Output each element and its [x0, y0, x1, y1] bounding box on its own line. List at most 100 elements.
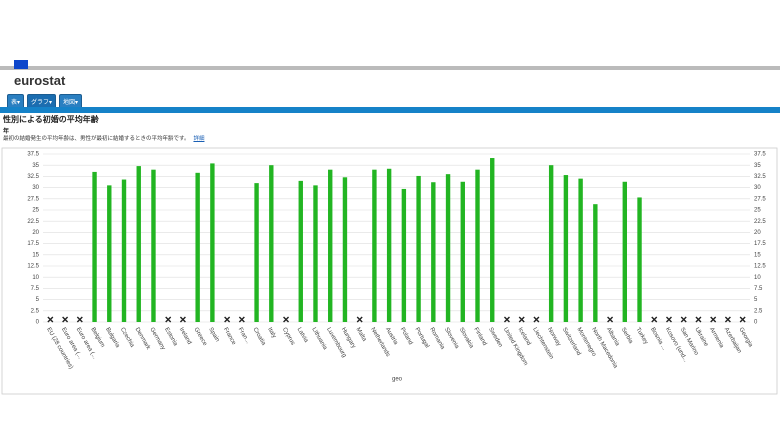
y-tick-label: 32.5: [27, 174, 39, 180]
y2-tick-label: 17.5: [754, 241, 766, 247]
x-tick-label: Georgia: [738, 327, 754, 349]
y-tick-label: 22.5: [27, 219, 39, 225]
x-tick-label: Finland: [472, 327, 487, 347]
y2-tick-label: 20: [754, 230, 761, 236]
x-tick-label: Ukraine: [693, 327, 709, 348]
bar: [416, 175, 421, 322]
y-tick-label: 10: [32, 275, 39, 281]
missing-marker: [165, 316, 172, 323]
bar: [578, 178, 583, 322]
y-tick-label: 35: [32, 163, 39, 169]
x-tick-label: Fran...: [237, 327, 251, 345]
x-tick-label: Serbia: [620, 327, 634, 346]
y2-tick-label: 2.5: [754, 308, 763, 314]
x-tick-label: Estonia: [163, 327, 179, 348]
x-tick-label: France: [222, 327, 237, 347]
missing-marker: [238, 316, 245, 323]
y2-tick-label: 12.5: [754, 264, 766, 270]
missing-marker: [62, 316, 69, 323]
y2-tick-label: 5: [754, 297, 758, 303]
y-tick-label: 5: [36, 297, 40, 303]
y-tick-label: 0: [36, 320, 40, 326]
dataset-title: 性別による初婚の平均年齢: [3, 115, 99, 124]
missing-marker: [665, 316, 672, 323]
chart: geo 0 0 2.5 2.5 5 5 7.5 7.5 10 10 12.5 12.5 15 15 17.5…: [1, 147, 778, 395]
y2-tick-label: 35: [754, 163, 761, 169]
x-tick-label: Latvia: [296, 327, 310, 344]
bar: [475, 169, 480, 322]
x-tick-label: Turkey: [634, 327, 648, 346]
x-tick-label: Romania: [428, 327, 446, 351]
bar: [328, 169, 333, 322]
y2-tick-label: 25: [754, 208, 761, 214]
graph-button[interactable]: グラフ▾: [27, 94, 57, 109]
missing-marker: [607, 316, 614, 323]
bar: [372, 169, 377, 322]
x-tick-label: Spain: [207, 327, 220, 343]
y2-tick-label: 7.5: [754, 286, 763, 292]
y2-tick-label: 30: [754, 185, 761, 191]
description-text: 最初の結婚発生の平均年齢は、男性が最初に結婚するときの平均年齢です。: [3, 136, 190, 142]
y2-tick-label: 32.5: [754, 174, 766, 180]
bar: [92, 171, 97, 322]
x-tick-label: Italy: [266, 327, 277, 340]
bar: [269, 165, 274, 322]
x-tick-label: Albania: [605, 327, 621, 348]
y-tick-label: 30: [32, 185, 39, 191]
bar: [151, 169, 156, 322]
chart-frame: [1, 147, 778, 395]
bar: [563, 175, 569, 322]
y2-tick-label: 27.5: [754, 196, 766, 202]
bar: [460, 181, 465, 322]
y2-tick-label: 22.5: [754, 219, 766, 225]
x-tick-label: Portugal: [413, 327, 429, 349]
bar: [386, 168, 392, 322]
missing-marker: [283, 316, 290, 323]
y2-tick-label: 10: [754, 275, 761, 281]
x-tick-label: Austria: [384, 327, 399, 347]
y-tick-label: 25: [32, 208, 39, 214]
toolbar: 表▾ グラフ▾ 地図▾: [7, 94, 83, 109]
missing-marker: [224, 316, 231, 323]
y-tick-label: 20: [32, 230, 39, 236]
y-tick-label: 7.5: [31, 286, 40, 292]
y-tick-label: 27.5: [27, 196, 39, 202]
bar: [254, 183, 259, 322]
bar: [622, 181, 628, 322]
bar: [445, 174, 451, 322]
x-tick-label: Belgium: [89, 327, 105, 349]
bar: [136, 166, 141, 322]
x-tick-label: Czechia: [119, 327, 135, 349]
missing-marker: [724, 316, 731, 323]
missing-marker: [710, 316, 717, 323]
x-tick-label: Iceland: [517, 327, 532, 347]
missing-marker: [356, 316, 363, 323]
bar: [431, 182, 436, 322]
x-tick-label: Bulgaria: [104, 327, 121, 350]
bar: [210, 163, 215, 322]
bar: [490, 158, 495, 322]
y-tick-label: 17.5: [27, 241, 39, 247]
missing-marker: [47, 316, 54, 323]
bar: [298, 180, 303, 322]
top-bar: [0, 66, 780, 70]
x-tick-label: Croatia: [251, 327, 266, 347]
missing-marker: [76, 316, 83, 323]
x-tick-label: Norway: [546, 327, 561, 348]
x-tick-label: Cyprus: [281, 327, 296, 346]
x-tick-label: Malta: [355, 327, 368, 343]
y-tick-label: 15: [32, 252, 39, 258]
missing-marker: [651, 316, 658, 323]
description: 最初の結婚発生の平均年齢は、男性が最初に結婚するときの平均年齢です。 詳細: [3, 134, 204, 142]
x-tick-label: Armenia: [708, 327, 725, 350]
y2-tick-label: 15: [754, 252, 761, 258]
bar: [637, 197, 642, 322]
bar: [401, 188, 407, 322]
y-tick-label: 2.5: [31, 308, 40, 314]
x-tick-label: Poland: [399, 327, 414, 346]
details-link[interactable]: 詳細: [193, 136, 205, 142]
bar: [107, 185, 112, 322]
bar: [195, 172, 200, 322]
logo[interactable]: eurostat: [14, 73, 66, 88]
missing-marker: [179, 316, 186, 323]
